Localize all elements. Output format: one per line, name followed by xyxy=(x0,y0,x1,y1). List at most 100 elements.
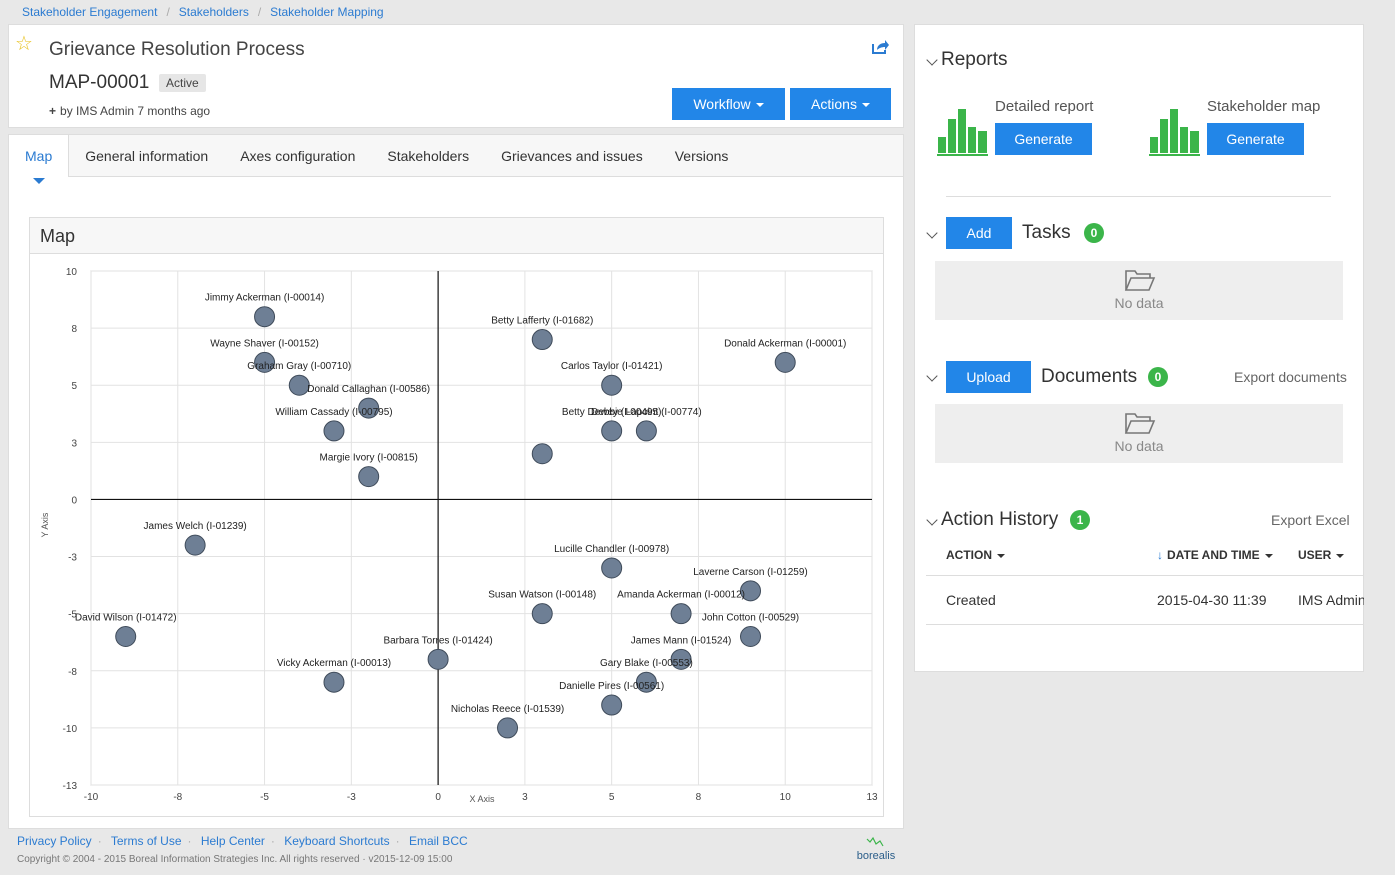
point-label: Vicky Ackerman (I-00013) xyxy=(277,658,391,669)
point-label: Donald Ackerman (I-00001) xyxy=(724,338,846,349)
point-label: Gary Blake (I-00553) xyxy=(600,658,693,669)
collapse-chevron-icon[interactable] xyxy=(926,227,938,239)
export-documents-link[interactable]: Export documents xyxy=(1234,369,1347,385)
y-tick-label: 3 xyxy=(71,438,77,449)
documents-title: Documents xyxy=(1041,366,1138,387)
sidebar: Reports Detailed report Generate Stakeho… xyxy=(914,24,1364,672)
column-header-label: DATE AND TIME xyxy=(1167,548,1260,562)
stakeholder-point xyxy=(670,648,692,670)
point-label: Wayne Shaver (I-00152) xyxy=(210,338,319,349)
actions-button[interactable]: Actions xyxy=(790,88,891,120)
y-tick-label: 8 xyxy=(71,324,77,335)
documents-count-badge: 0 xyxy=(1148,367,1168,387)
status-badge: Active xyxy=(159,74,206,92)
stakeholder-point xyxy=(740,580,762,602)
x-tick-label: 5 xyxy=(609,792,615,803)
footer-link-terms[interactable]: Terms of Use xyxy=(110,834,182,848)
stakeholder-point xyxy=(601,694,623,716)
footer-dot: · xyxy=(270,834,275,848)
share-icon[interactable] xyxy=(871,39,889,55)
history-count-badge: 1 xyxy=(1070,510,1090,530)
point-label: Laverne Carson (I-01259) xyxy=(693,567,808,578)
export-excel-link[interactable]: Export Excel xyxy=(1271,512,1350,528)
caret-down-icon xyxy=(1336,553,1345,558)
page-title: Grievance Resolution Process xyxy=(49,39,305,60)
footer-dot: · xyxy=(187,834,192,848)
tasks-empty-state: No data xyxy=(935,261,1343,320)
breadcrumb-item[interactable]: Stakeholders xyxy=(178,5,249,19)
stakeholder-point xyxy=(358,397,380,419)
footer-link-privacy[interactable]: Privacy Policy xyxy=(17,834,92,848)
stakeholder-point xyxy=(254,351,276,373)
stakeholder-point xyxy=(635,420,657,442)
add-task-button[interactable]: Add xyxy=(946,217,1012,249)
y-tick-label: -10 xyxy=(63,724,78,735)
y-tick-label: 5 xyxy=(71,381,77,392)
workflow-button[interactable]: Workflow xyxy=(672,88,785,120)
column-header-user[interactable]: USER xyxy=(1298,548,1345,562)
footer-link-help[interactable]: Help Center xyxy=(200,834,265,848)
stakeholder-point xyxy=(531,603,553,625)
breadcrumb-separator: / xyxy=(166,5,170,19)
y-tick-label: -8 xyxy=(68,667,77,678)
stakeholder-point xyxy=(740,626,762,648)
tab-map[interactable]: Map xyxy=(9,135,70,184)
stakeholder-point xyxy=(323,671,345,693)
upload-document-button[interactable]: Upload xyxy=(946,361,1031,393)
documents-empty-state: No data xyxy=(935,404,1343,463)
collapse-chevron-icon[interactable] xyxy=(926,514,938,526)
tab-axes-configuration[interactable]: Axes configuration xyxy=(240,148,356,164)
y-tick-label: -5 xyxy=(68,610,77,621)
favorite-star-icon[interactable]: ☆ xyxy=(15,33,33,55)
footer-link-shortcuts[interactable]: Keyboard Shortcuts xyxy=(284,834,390,848)
generate-detailed-report-button[interactable]: Generate xyxy=(995,123,1092,155)
table-cell-action: Created xyxy=(946,592,996,608)
y-tick-label: -13 xyxy=(63,781,78,792)
column-header-date[interactable]: ↓ DATE AND TIME xyxy=(1157,548,1273,562)
x-tick-labels: -10 -8 -5 -3 0 3 5 8 10 13 xyxy=(84,792,878,803)
tab-grievances-and-issues[interactable]: Grievances and issues xyxy=(501,148,643,164)
stakeholder-point xyxy=(601,374,623,396)
sort-arrow-icon: ↓ xyxy=(1157,548,1163,562)
tab-bar: Map General information Axes configurati… xyxy=(9,135,903,184)
footer-links: Privacy Policy · Terms of Use · Help Cente… xyxy=(17,834,468,848)
column-header-label: USER xyxy=(1298,548,1332,562)
point-label: Barbara Torres (I-01424) xyxy=(383,635,492,646)
stakeholder-point xyxy=(288,374,310,396)
point-label: Graham Gray (I-00710) xyxy=(247,361,351,372)
footer-dot: · xyxy=(97,834,102,848)
point-label: Nicholas Reece (I-01539) xyxy=(451,704,564,715)
chart-axes xyxy=(91,271,872,785)
point-label: William Cassady (I-00795) xyxy=(275,407,392,418)
column-header-action[interactable]: ACTION xyxy=(946,548,1005,562)
divider xyxy=(946,196,1331,197)
copyright: Copyright © 2004 - 2015 Boreal Informati… xyxy=(17,854,453,865)
x-tick-label: 13 xyxy=(866,792,878,803)
stakeholder-point xyxy=(358,466,380,488)
y-tick-label: -3 xyxy=(68,553,77,564)
footer-link-email-bcc[interactable]: Email BCC xyxy=(408,834,468,848)
x-tick-label: -8 xyxy=(173,792,182,803)
stakeholder-point xyxy=(254,306,276,328)
workflow-label: Workflow xyxy=(693,96,751,112)
tab-versions[interactable]: Versions xyxy=(674,148,729,164)
stakeholder-point xyxy=(635,671,657,693)
table-row-divider xyxy=(926,624,1364,625)
breadcrumb-item[interactable]: Stakeholder Mapping xyxy=(270,5,384,19)
tab-general-information[interactable]: General information xyxy=(85,148,209,164)
created-byline: + by IMS Admin 7 months ago xyxy=(49,104,210,118)
column-header-label: ACTION xyxy=(946,548,992,562)
generate-stakeholder-map-button[interactable]: Generate xyxy=(1207,123,1304,155)
stakeholder-point xyxy=(774,351,796,373)
point-label: James Mann (I-01524) xyxy=(631,635,732,646)
x-tick-label: 0 xyxy=(435,792,441,803)
stakeholder-point xyxy=(670,603,692,625)
collapse-chevron-icon[interactable] xyxy=(926,370,938,382)
breadcrumb-item[interactable]: Stakeholder Engagement xyxy=(22,5,158,19)
tab-stakeholders[interactable]: Stakeholders xyxy=(387,148,470,164)
action-history-title: Action History xyxy=(941,509,1059,530)
chart-points: Jimmy Ackerman (I-00014) Betty Lafferty (… xyxy=(75,293,846,739)
x-tick-label: -5 xyxy=(260,792,269,803)
collapse-chevron-icon[interactable] xyxy=(926,54,938,66)
map-heading: Map xyxy=(30,218,883,254)
